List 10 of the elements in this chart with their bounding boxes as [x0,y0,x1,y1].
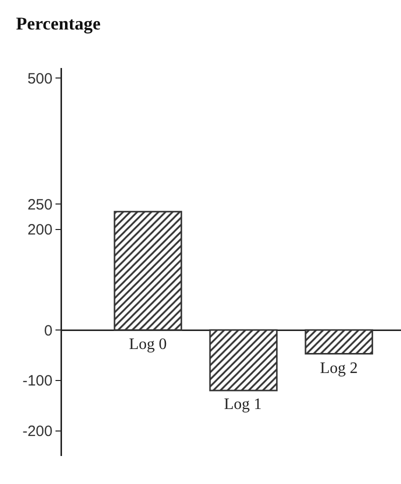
y-tick-label: 250 [27,196,52,214]
y-tick-label: -200 [22,423,52,440]
y-tick-label: 0 [44,322,52,340]
y-tick-label: 200 [27,222,52,238]
x-tick-label: Log 0 [129,336,167,353]
x-tick-label: Log 2 [320,360,358,377]
y-tick-label: -100 [22,372,52,390]
y-tick-label: 500 [27,70,52,88]
x-tick-label: Log 1 [224,396,262,413]
chart-title: Percentage [16,14,101,34]
